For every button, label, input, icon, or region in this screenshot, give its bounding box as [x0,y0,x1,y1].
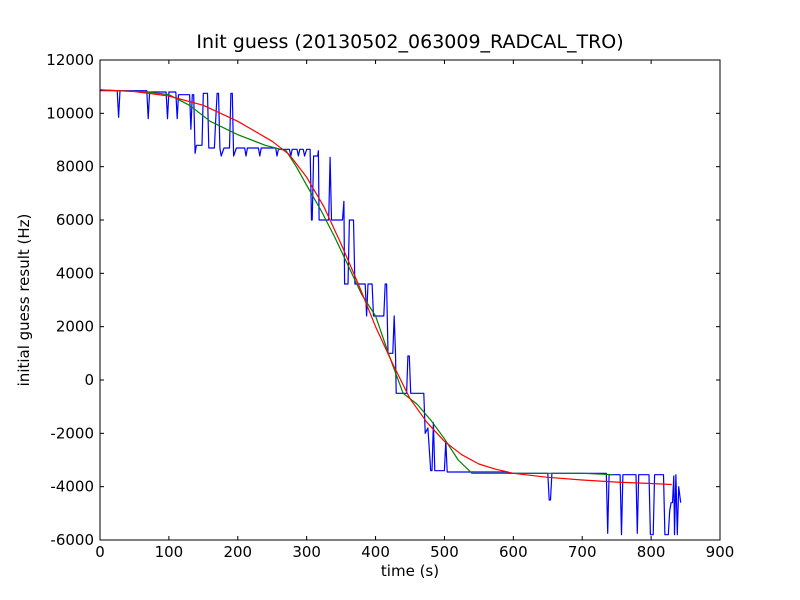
x-tick-label: 600 [499,543,528,561]
chart-title: Init guess (20130502_063009_RADCAL_TRO) [196,31,623,53]
x-axis-label: time (s) [381,562,439,580]
y-tick-label: 6000 [56,211,94,229]
y-tick-label: 2000 [56,318,94,336]
y-tick-label: 8000 [56,158,94,176]
x-tick-label: 800 [637,543,666,561]
x-tick-label: 700 [568,543,597,561]
x-axis: 0 100 200 300 400 500 600 700 800 900 [95,60,734,561]
y-tick-label: 12000 [46,51,94,69]
y-tick-label: 0 [84,371,94,389]
y-tick-label: -2000 [50,424,94,442]
x-tick-label: 500 [430,543,459,561]
x-tick-label: 0 [95,543,105,561]
series-line-1 [100,90,682,536]
x-tick-label: 300 [292,543,321,561]
plot-frame [99,59,721,541]
series-line-3 [100,89,672,486]
x-tick-label: 400 [361,543,390,561]
y-tick-label: -6000 [50,531,94,549]
x-tick-label: 100 [155,543,184,561]
y-axis-label: initial guess result (Hz) [15,214,33,387]
y-axis: -6000 -4000 -2000 0 2000 4000 6000 8000 10000 120… [46,51,720,549]
x-tick-label: 200 [223,543,252,561]
x-tick-label: 900 [706,543,735,561]
series-line-2 [100,89,614,476]
y-tick-label: 10000 [46,104,94,122]
y-tick-label: -4000 [50,478,94,496]
plot-area [100,89,682,536]
y-tick-label: 4000 [56,264,94,282]
